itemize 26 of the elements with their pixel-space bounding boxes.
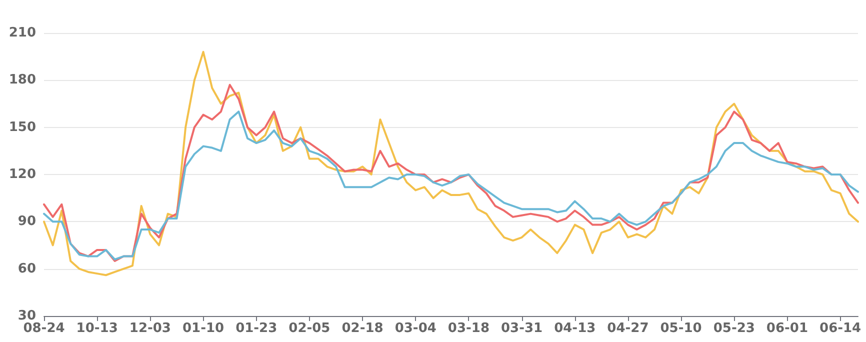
line-series (43, 50, 859, 276)
x-tick-label: 02-05 (288, 321, 330, 336)
y-tick-label: 120 (8, 167, 36, 182)
x-tick-label: 05-23 (713, 321, 755, 336)
x-tick-label: 05-10 (660, 321, 702, 336)
y-tick-label: 180 (8, 72, 36, 88)
x-tick-label: 06-01 (766, 321, 808, 336)
x-tick-label: 02-18 (342, 321, 384, 336)
line-series (43, 84, 859, 262)
x-tick-label: 03-04 (394, 321, 436, 336)
x-tick-label: 03-18 (448, 321, 490, 336)
x-tick-label: 01-23 (236, 321, 278, 336)
y-tick-label: 90 (18, 214, 36, 230)
x-tick-label: 08-24 (23, 321, 65, 336)
x-tick-label: 10-13 (76, 321, 118, 336)
x-tick-label: 04-27 (607, 321, 649, 336)
x-tick-label: 04-13 (554, 321, 596, 336)
y-tick-label: 30 (18, 308, 36, 324)
line-series (43, 110, 859, 260)
y-tick-label: 210 (8, 26, 36, 40)
x-tick-label: 01-10 (182, 321, 224, 336)
y-tick-label: 150 (8, 120, 36, 135)
x-tick-label: 12-03 (129, 321, 171, 336)
y-tick-label: 60 (18, 261, 36, 276)
x-tick-label: 03-31 (500, 321, 543, 336)
x-tick-label: 06-14 (820, 321, 862, 336)
